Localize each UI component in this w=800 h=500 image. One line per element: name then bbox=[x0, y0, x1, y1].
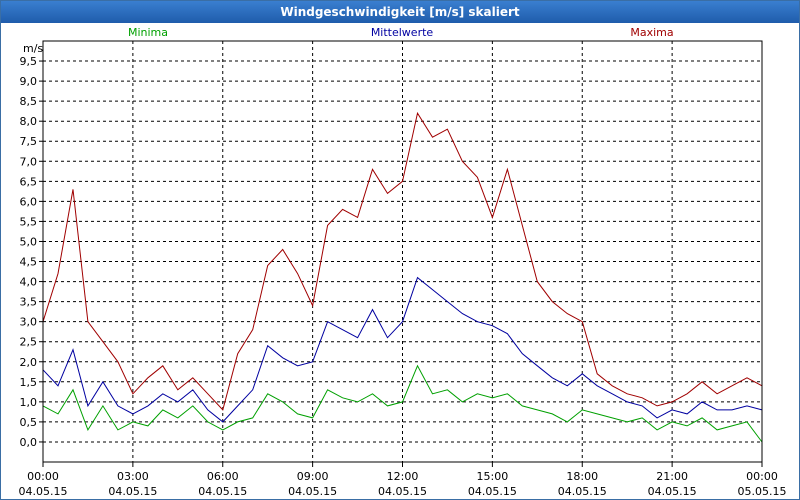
y-tick-label: 7,5 bbox=[20, 135, 38, 148]
x-axis-ticks: 00:00 04.05.15 03:00 04.05.15 06:00 04.05.15 0… bbox=[19, 462, 787, 498]
y-tick-label: 1,5 bbox=[20, 376, 38, 389]
window-title: Windgeschwindigkeit [m/s] skaliert bbox=[280, 5, 520, 19]
y-tick-label: 5,0 bbox=[20, 235, 38, 248]
y-tick-label: 0,0 bbox=[20, 436, 38, 449]
y-tick-label: 8,0 bbox=[20, 115, 38, 128]
y-axis-label: m/s bbox=[23, 42, 43, 55]
x-tick-time: 12:00 bbox=[387, 470, 419, 483]
series-line-maxima bbox=[42, 111, 763, 411]
title-bar: Windgeschwindigkeit [m/s] skaliert bbox=[1, 1, 799, 23]
y-tick-label: 8,5 bbox=[20, 95, 38, 108]
legend-mittelwerte: Mittelwerte bbox=[371, 26, 434, 39]
y-tick-label: 4,0 bbox=[20, 276, 38, 289]
x-tick-date: 04.05.15 bbox=[288, 485, 337, 498]
x-tick-date: 04.05.15 bbox=[108, 485, 157, 498]
x-tick-date: 04.05.15 bbox=[558, 485, 607, 498]
y-tick-label: 2,0 bbox=[20, 356, 38, 369]
series-lines bbox=[42, 111, 763, 443]
x-tick-date: 04.05.15 bbox=[198, 485, 247, 498]
x-tick-date: 04.05.15 bbox=[648, 485, 697, 498]
y-tick-label: 7,0 bbox=[20, 155, 38, 168]
x-tick-time: 06:00 bbox=[207, 470, 239, 483]
y-tick-label: 1,0 bbox=[20, 396, 38, 409]
y-tick-label: 4,5 bbox=[20, 256, 38, 269]
series-line-mittelwerte bbox=[42, 276, 763, 423]
x-tick-time: 18:00 bbox=[566, 470, 598, 483]
x-tick-time: 00:00 bbox=[27, 470, 59, 483]
y-tick-label: 6,0 bbox=[20, 195, 38, 208]
grid bbox=[43, 41, 762, 462]
y-tick-label: 9,5 bbox=[20, 55, 38, 68]
x-tick-time: 15:00 bbox=[477, 470, 509, 483]
x-tick-date: 04.05.15 bbox=[378, 485, 427, 498]
x-tick-date: 05.05.15 bbox=[738, 485, 787, 498]
x-tick-date: 04.05.15 bbox=[19, 485, 68, 498]
x-tick-time: 21:00 bbox=[656, 470, 688, 483]
legend-maxima: Maxima bbox=[630, 26, 673, 39]
x-tick-time: 03:00 bbox=[117, 470, 149, 483]
y-tick-label: 2,5 bbox=[20, 336, 38, 349]
x-tick-date: 04.05.15 bbox=[468, 485, 517, 498]
y-axis-ticks: 0,0 0,5 1,0 1,5 2,0 2,5 3,0 3,5 4,0 4,5 5,0 5,5 6,0 6… bbox=[20, 55, 43, 449]
y-tick-label: 9,0 bbox=[20, 75, 38, 88]
y-tick-label: 0,5 bbox=[20, 416, 38, 429]
x-tick-time: 09:00 bbox=[297, 470, 329, 483]
y-tick-label: 6,5 bbox=[20, 175, 38, 188]
series-line-minima bbox=[42, 364, 763, 443]
x-tick-time: 00:00 bbox=[746, 470, 778, 483]
y-tick-label: 3,0 bbox=[20, 316, 38, 329]
y-tick-label: 5,5 bbox=[20, 215, 38, 228]
legend-minima: Minima bbox=[128, 26, 168, 39]
y-tick-label: 3,5 bbox=[20, 296, 38, 309]
